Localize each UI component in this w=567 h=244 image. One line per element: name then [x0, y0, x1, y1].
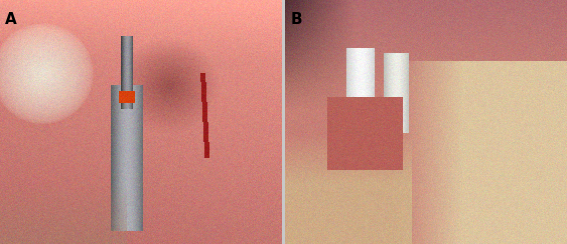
Text: B: B: [290, 12, 302, 27]
Text: A: A: [5, 12, 17, 27]
